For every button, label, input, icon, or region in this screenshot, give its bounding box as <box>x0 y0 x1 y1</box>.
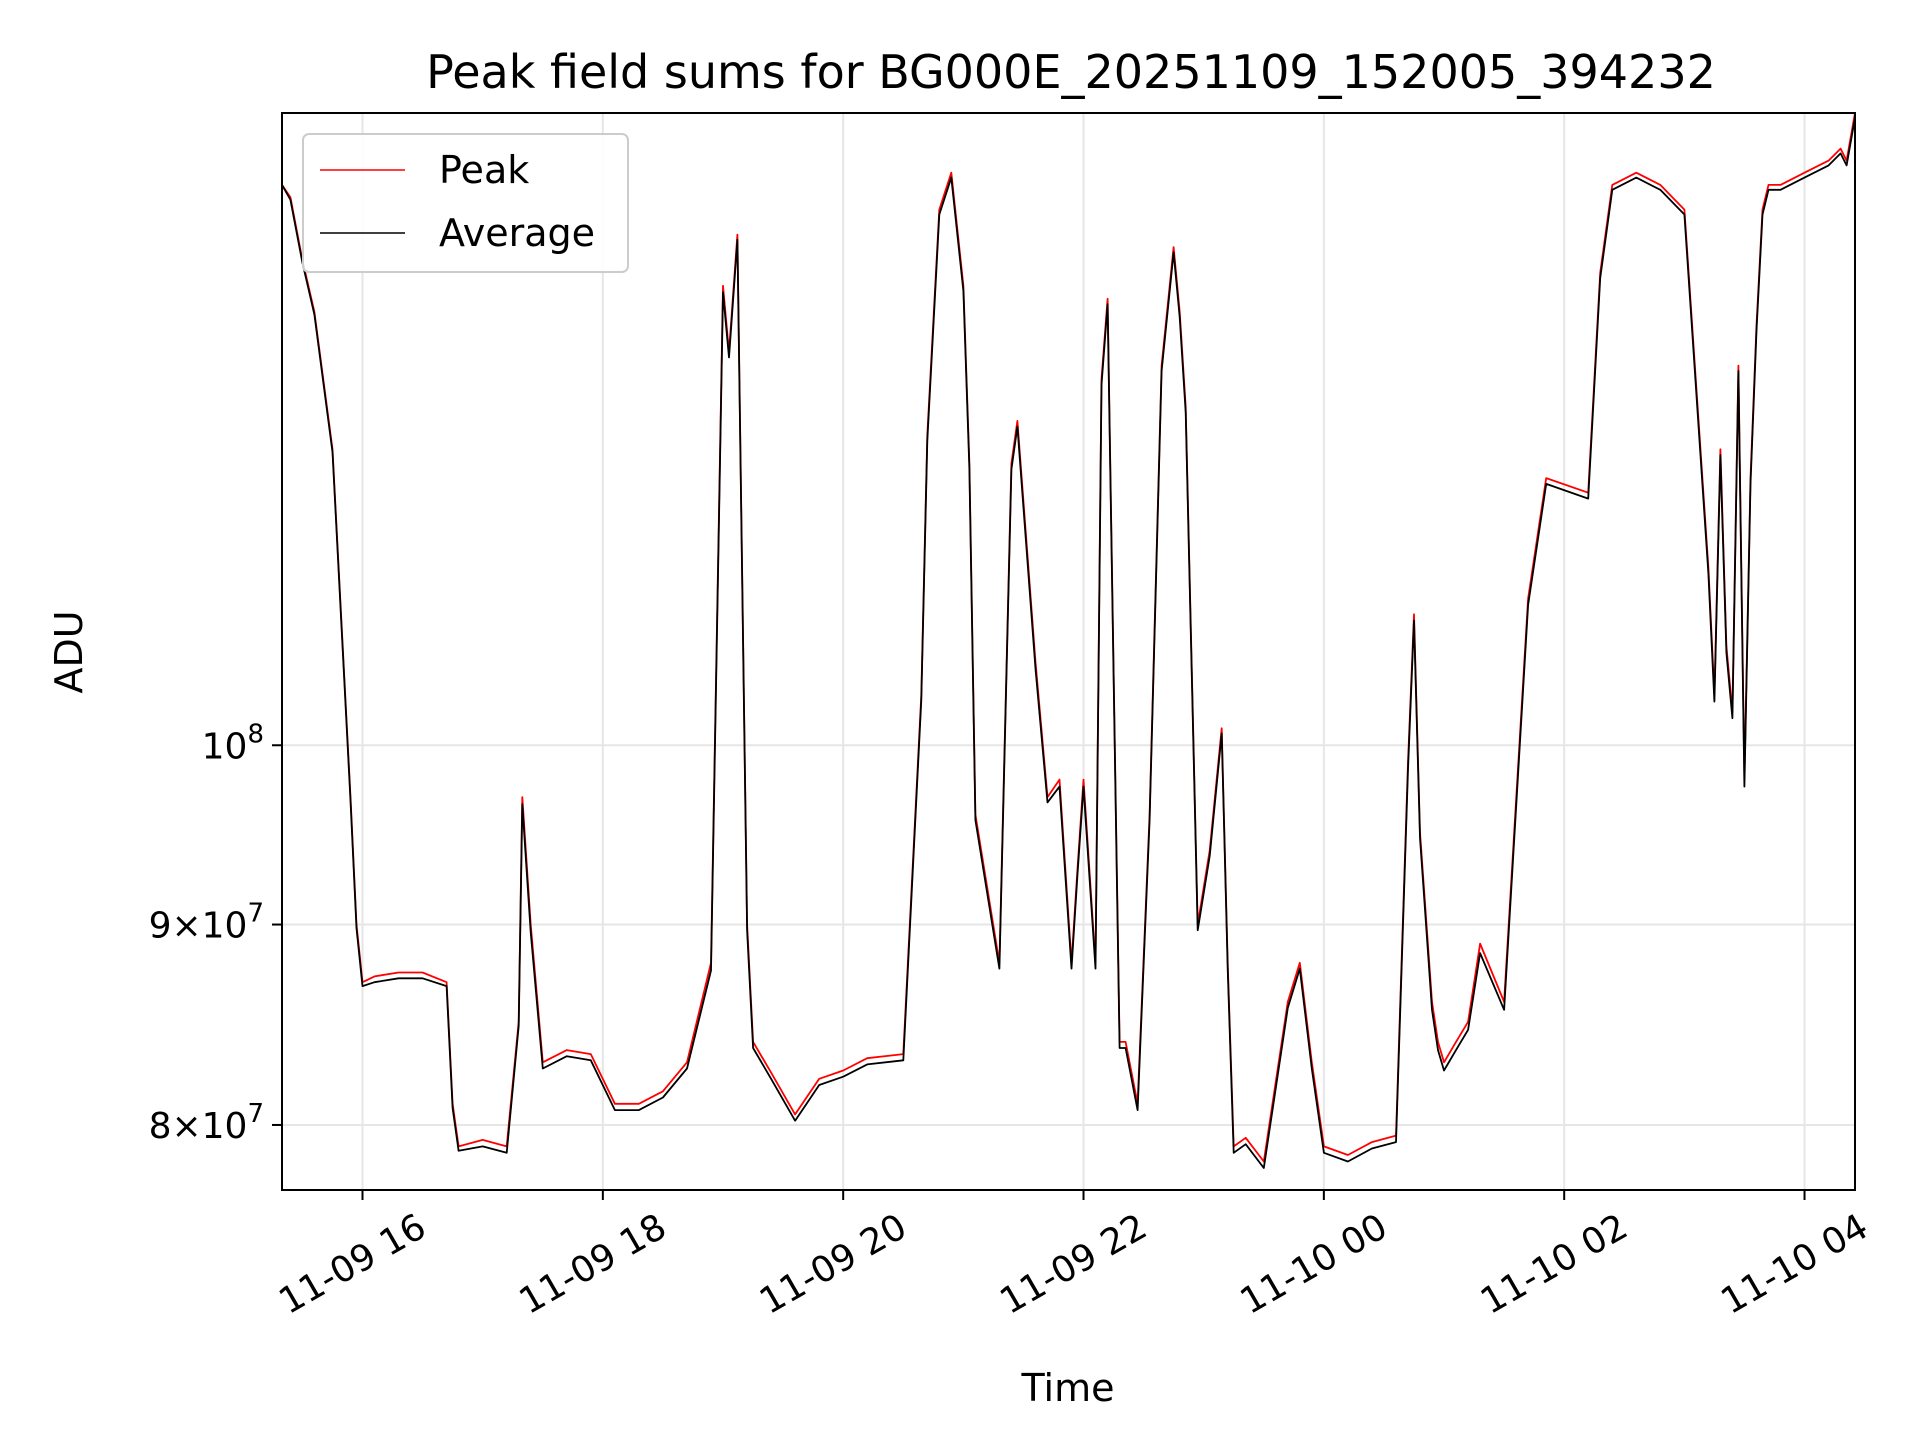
y-tick-label: 9×107 <box>149 899 264 947</box>
y-tick-exponent: 8 <box>247 719 264 749</box>
series-line-average <box>282 117 1855 1169</box>
plot-frame <box>281 112 1856 1191</box>
legend: Peak Average <box>302 133 629 273</box>
y-tick-label: 108 <box>202 719 264 767</box>
y-tick-base: 10 <box>202 726 248 767</box>
legend-average-label: Average <box>439 211 595 255</box>
y-tick-base: 8×10 <box>149 1106 248 1147</box>
legend-peak-label: Peak <box>439 148 529 192</box>
y-axis-label: ADU <box>47 610 91 693</box>
x-axis-label: Time <box>1021 1366 1115 1410</box>
y-tick-exponent: 7 <box>247 899 264 929</box>
y-tick-label: 8×107 <box>149 1099 264 1147</box>
plot-area <box>282 113 1855 1169</box>
chart-title: Peak field sums for BG000E_20251109_1520… <box>426 45 1716 99</box>
legend-box <box>302 133 629 273</box>
y-tick-base: 9×10 <box>149 906 248 947</box>
y-tick-exponent: 7 <box>247 1099 264 1129</box>
